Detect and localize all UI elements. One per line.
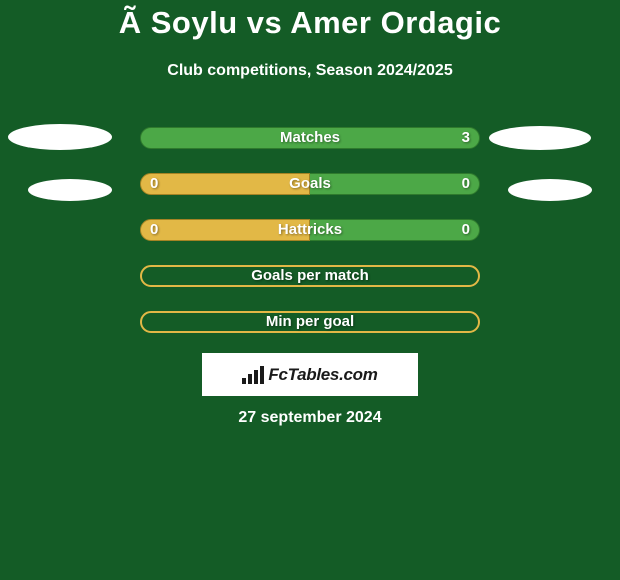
player-right-shadow-2	[508, 179, 592, 201]
stat-bar-right-matches	[140, 127, 480, 149]
stat-row-goals_per_match: Goals per match	[140, 265, 480, 287]
stat-bar-outline-goals_per_match	[140, 265, 480, 287]
snapshot-date: 27 september 2024	[0, 409, 620, 427]
fctables-logo-text: FcTables.com	[268, 365, 377, 385]
stat-bar-left-goals	[140, 173, 310, 195]
bar-chart-icon	[242, 366, 264, 384]
player-left-shadow-1	[8, 124, 112, 150]
stat-bar-left-hattricks	[140, 219, 310, 241]
stat-row-goals: Goals00	[140, 173, 480, 195]
comparison-title: Ã Soylu vs Amer Ordagic	[0, 5, 620, 41]
stat-row-hattricks: Hattricks00	[140, 219, 480, 241]
stat-value-right-goals: 0	[462, 173, 470, 195]
stat-value-left-hattricks: 0	[150, 219, 158, 241]
player-right-shadow-1	[489, 126, 591, 150]
comparison-subtitle: Club competitions, Season 2024/2025	[0, 62, 620, 80]
stat-value-right-hattricks: 0	[462, 219, 470, 241]
stat-row-min_per_goal: Min per goal	[140, 311, 480, 333]
stat-value-left-goals: 0	[150, 173, 158, 195]
stat-row-matches: Matches3	[140, 127, 480, 149]
stat-value-right-matches: 3	[462, 127, 470, 149]
fctables-logo: FcTables.com	[202, 353, 418, 396]
player-left-shadow-2	[28, 179, 112, 201]
stat-bar-outline-min_per_goal	[140, 311, 480, 333]
